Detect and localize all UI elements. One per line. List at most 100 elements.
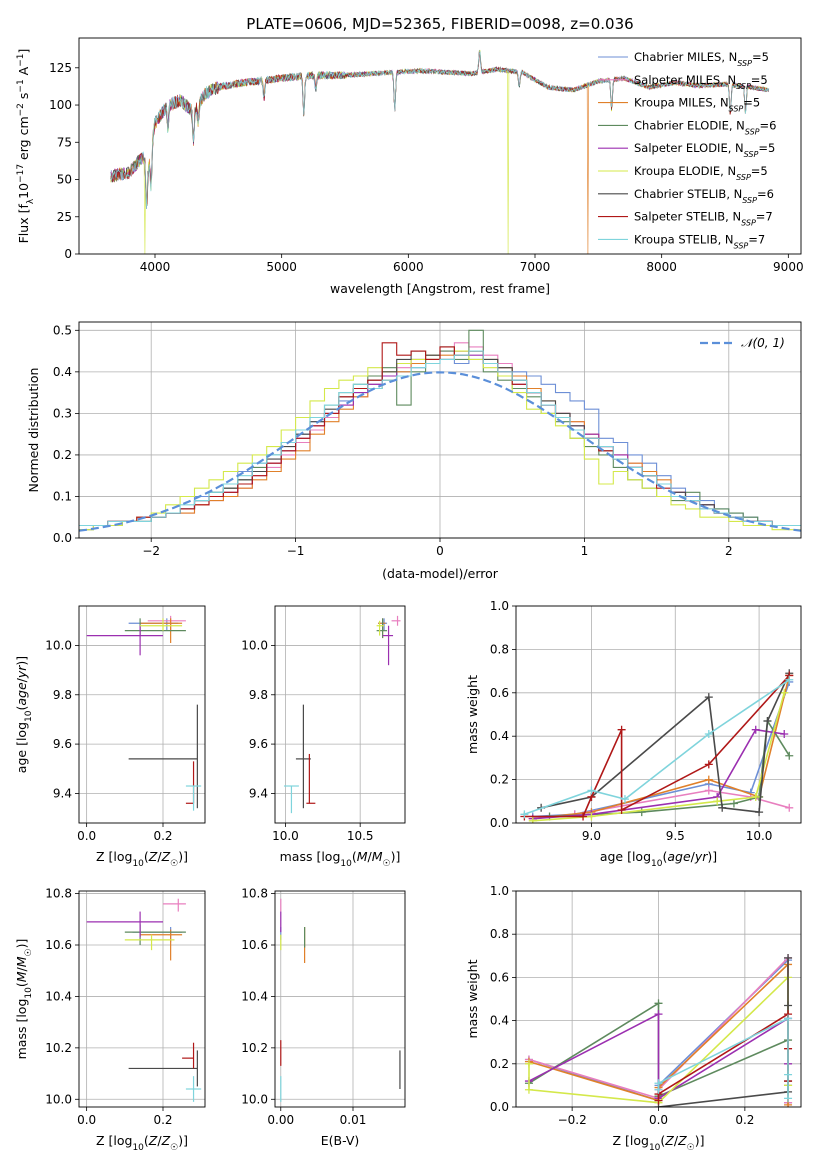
axes-frame [515,605,802,824]
x-tick-label: 7000 [520,260,551,274]
y-tick-label: 1.0 [490,884,509,898]
y-tick-label: 10.0 [45,638,72,652]
spectrum-axes: 4000 5000 6000 7000 8000 9000 0 25 50 75 100 125 wav… [16,37,804,296]
point-kroupa-elodie [140,618,183,631]
series-marker [704,775,713,784]
y-tick-label: 0.8 [490,927,509,941]
series-marker [785,803,794,812]
y-tick-label: 0.4 [490,729,509,743]
y-tick-label: 0.1 [53,489,72,503]
x-tick-label: 0.00 [267,1113,294,1127]
age-vs-mass-axes: 10.0 10.5 9.4 9.6 9.8 10.0 mass [log10(M/M☉)] [241,605,406,869]
point-chabrier-stelib [128,704,198,809]
y-tick-label: 10.2 [241,1041,268,1055]
legend-label: Kroupa MILES, NSSP=5 [634,96,760,114]
series-marker [784,953,793,962]
x-tick-label: 9000 [773,260,804,274]
x-tick-label: 10.0 [746,829,773,843]
y-tick-label: 0.2 [53,448,72,462]
figure-title: PLATE=0606, MJD=52365, FIBERID=0098, z=0… [246,15,633,33]
legend-label: Salpeter MILES, NSSP=5 [634,73,768,91]
y-tick-label: 9.4 [53,786,72,800]
y-tick-label: 0.5 [53,323,72,337]
point-kroupa-stelib [185,1076,202,1102]
point-salpeter-miles [391,615,401,626]
axes-frame [78,37,802,255]
x-tick-label: 0.0 [77,1113,96,1127]
y-tick-label: 0.3 [53,406,72,420]
hist-step-kroupa-stelib [79,350,801,527]
legend-label: Salpeter ELODIE, NSSP=5 [634,141,775,159]
series-marker [637,808,646,817]
legend-label: Kroupa STELIB, NSSP=7 [634,232,765,250]
x-tick-label: 9.0 [582,829,601,843]
point-kroupa-miles [140,929,183,961]
x-tick-label: 0 [436,544,444,558]
x-axis-label: Z [log10(Z/Z☉)] [96,1133,188,1153]
x-axis-label: Z [log10(Z/Z☉)] [96,849,188,869]
y-tick-label: 0.6 [490,970,509,984]
series-marker [751,792,760,801]
y-tick-label: 9.4 [249,786,268,800]
series-marker [617,725,626,734]
y-tick-label: 10.0 [45,1092,72,1106]
y-tick-label: 0.2 [490,1057,509,1071]
y-tick-label: 0.8 [490,642,509,656]
plot-area [86,615,202,811]
legend-label-normal: 𝒩(0, 1) [741,336,785,350]
x-tick-label: 5000 [266,260,297,274]
y-tick-label: 25 [57,210,72,224]
y-tick-label: 10.0 [241,1092,268,1106]
axes-frame [78,890,206,1108]
y-tick-label: 10.4 [45,989,72,1003]
series-marker [520,810,529,819]
y-tick-label: 9.6 [53,737,72,751]
y-axis-label: mass [log10(M/M☉)] [14,939,34,1060]
y-tick-label: 125 [49,61,72,75]
point-salpeter-elodie [86,911,163,938]
y-tick-label: 10.6 [45,938,72,952]
axes-frame [78,605,206,824]
series-marker [785,751,794,760]
y-tick-label: 50 [57,173,72,187]
age-vs-metallicity-axes: 0.0 0.2 9.4 9.6 9.8 10.0 Z [log10(Z/Z☉)] age [l… [14,605,206,869]
legend-label: Chabrier ELODIE, NSSP=6 [634,118,776,136]
plot-area [79,329,801,532]
residual-histogram-axes: −2 −1 0 1 2 0.0 0.1 0.2 0.3 0.4 0.5 𝒩(0, 1) (data-mo… [26,321,802,581]
axes-frame [274,890,406,1108]
y-tick-label: 0.6 [490,686,509,700]
series-marker [620,795,629,804]
y-tick-label: 10.8 [241,887,268,901]
y-tick-label: 10.2 [45,1041,72,1055]
series-marker [654,1079,663,1088]
x-tick-label: 0.2 [735,1113,754,1127]
series-kroupa-stelib [654,1014,793,1103]
y-tick-label: 1.0 [490,599,509,613]
x-tick-label: 6000 [393,260,424,274]
x-tick-label: −1 [287,544,305,558]
point-salpeter-stelib [182,1042,195,1069]
y-tick-label: 100 [49,98,72,112]
plot-area [280,898,401,1102]
series-marker [587,812,596,821]
plot-area [86,898,202,1102]
y-tick-label: 0.4 [53,365,72,379]
x-tick-label: 0.2 [153,1113,172,1127]
mass-weight-vs-age-axes: 9.0 9.5 10.0 0.0 0.2 0.4 0.6 0.8 1.0 age [log10(a… [465,599,802,869]
y-tick-label: 75 [57,135,72,149]
spectrum-legend: Chabrier MILES, NSSP=5 Salpeter MILES, NS… [598,50,776,250]
series-marker [579,812,588,821]
point-salpeter-elodie [86,625,163,656]
x-tick-label: 0.2 [153,829,172,843]
legend-label: Chabrier STELIB, NSSP=6 [634,187,774,205]
legend-label: Salpeter STELIB, NSSP=7 [634,210,773,228]
spectrum-line-kroupa-stelib [110,51,770,210]
point-salpeter-stelib [185,761,195,804]
series-marker [784,1014,793,1023]
point-salpeter-miles [163,898,186,912]
series-marker [704,730,713,739]
x-tick-label: 2 [725,544,733,558]
x-axis-label: wavelength [Angstrom, rest frame] [330,281,550,296]
x-tick-label: 10.0 [272,829,299,843]
legend-label: Chabrier MILES, NSSP=5 [634,50,769,68]
